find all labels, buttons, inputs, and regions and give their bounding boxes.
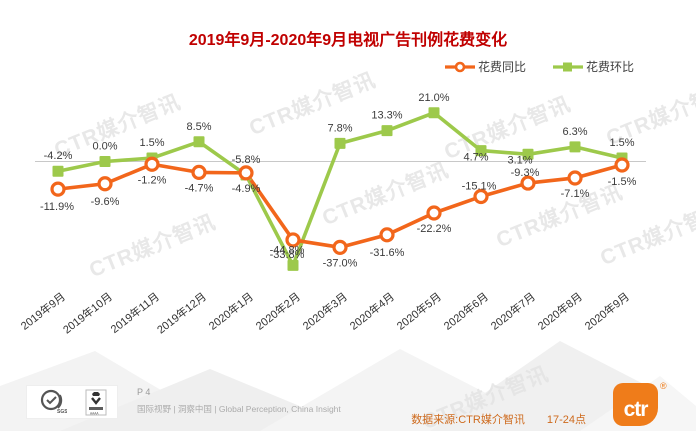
x-axis-label: 2020年6月 [441,289,491,332]
registered-trademark-icon: ® [660,381,667,391]
mom-line-square-icon [552,62,583,71]
legend-item-mom: 花费环比 [552,58,634,75]
yoy-data-point-marker [520,175,536,191]
data-label: -44.8% [270,244,305,256]
data-label: -1.5% [608,176,637,188]
data-label: -4.2% [44,150,73,162]
yoy-data-point-marker [144,156,160,172]
data-label: -7.1% [561,188,590,200]
x-axis-label: 2020年9月 [582,289,632,332]
x-axis-label: 2020年2月 [253,289,303,332]
yoy-data-point-marker [50,181,66,197]
mom-data-point-marker [475,145,487,157]
data-label: -9.6% [91,196,120,208]
mom-data-point-marker [428,107,440,119]
svg-text:AAAA: AAAA [90,411,99,415]
yoy-data-point-marker [191,164,207,181]
x-axis-label: 2019年11月 [108,289,162,336]
x-axis-label: 2020年8月 [535,289,585,332]
data-label: 7.8% [327,122,352,134]
certification-badges: SGS AAAA [26,385,118,419]
data-label: -31.6% [370,247,405,259]
yoy-data-point-marker [332,239,348,255]
data-label: -4.9% [232,183,261,195]
svg-text:SGS: SGS [57,409,67,415]
chart-title: 2019年9月-2020年9月电视广告刊例花费变化 [188,32,508,49]
data-label: -37.0% [323,257,358,269]
mom-data-point-marker [52,165,64,177]
x-axis-label: 2020年7月 [488,289,538,332]
data-label: 1.5% [609,137,634,149]
data-label: 3.1% [507,154,532,166]
data-source-line: 数据来源:CTR媒介智讯 17-24点 [411,411,586,427]
yoy-data-point-marker [567,170,583,186]
data-label: -4.7% [185,182,214,194]
data-label: -5.8% [232,154,261,166]
mom-data-point-marker [287,259,299,271]
data-label: 13.3% [371,110,402,122]
x-axis-label: 2019年10月 [60,289,115,336]
x-axis-label: 2020年1月 [206,289,256,332]
x-axis-label: 2019年9月 [18,289,68,332]
data-label: 0.0% [92,141,117,153]
mom-data-point-marker [522,148,534,160]
legend-item-yoy: 花费同比 [444,58,526,75]
mom-data-point-marker [99,156,111,167]
page-number: P 4 [137,387,151,397]
legend-label-mom: 花费环比 [585,60,634,74]
yoy-data-point-marker [97,176,113,192]
data-label: -15.1% [462,181,497,193]
ctr-logo: ctr [613,383,658,426]
data-source-text: 数据来源:CTR媒介智讯 [411,414,525,426]
mom-data-point-marker [569,141,581,153]
x-axis-label: 2020年4月 [347,289,397,332]
data-label: 4.7% [463,152,488,164]
mom-data-point-marker [334,137,346,149]
data-label: -11.9% [40,201,74,213]
footer: SGS AAAA P 4 国际视野 | 洞察中国 | Global Percep… [0,371,696,431]
yoy-data-point-marker [285,232,301,248]
crown-certification-badge: AAAA [85,389,107,415]
data-label: 8.5% [186,121,211,133]
data-label: -9.3% [511,167,540,179]
daypart-text: 17-24点 [546,414,586,426]
x-axis-label: 2019年12月 [154,289,209,336]
data-label: 21.0% [418,92,449,104]
yoy-line-circle-icon [444,61,475,72]
sgs-certification-badge: SGS [40,389,67,415]
chart-legend: 花费同比 花费环比 [444,58,634,75]
mom-data-point-marker [381,125,393,137]
legend-label-yoy: 花费同比 [477,60,526,74]
data-label: 6.3% [562,126,587,138]
data-label: -1.2% [138,174,167,186]
data-label: 1.5% [139,137,164,149]
yoy-data-point-marker [379,227,395,243]
yoy-data-point-marker [426,205,442,221]
data-label: -33.8% [270,249,305,261]
footer-tagline: 国际视野 | 洞察中国 | Global Perception, China I… [137,404,341,414]
x-axis-label: 2020年5月 [394,289,444,332]
yoy-data-point-marker [238,165,254,181]
data-label: -22.2% [417,223,452,235]
mom-data-point-marker [193,136,205,148]
x-axis-label: 2020年3月 [300,289,350,332]
yoy-data-point-marker [473,188,489,205]
yoy-data-point-marker [614,157,630,173]
